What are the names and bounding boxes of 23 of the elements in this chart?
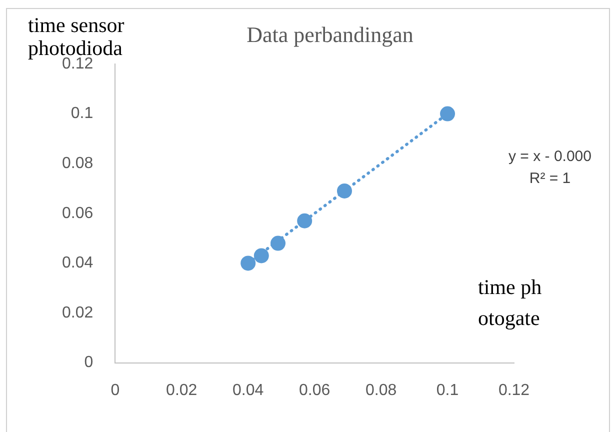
point: [297, 213, 312, 228]
point: [254, 248, 269, 264]
y-tick-label: 0.06: [62, 204, 94, 222]
point: [336, 183, 352, 198]
x-axis-title: time photogate: [478, 274, 543, 332]
x-tick-label: 0.02: [166, 382, 198, 399]
y-tick-label: 0.1: [70, 105, 94, 122]
y-tick-label: 0: [84, 354, 94, 372]
text: R² = 1: [528, 169, 572, 189]
x-tick-label: 0.08: [365, 382, 397, 399]
y-tick-label: 0.02: [62, 304, 94, 322]
annotation: y = x - 0.000: [508, 147, 592, 167]
y-tick-label: 0.04: [62, 254, 94, 272]
point: [440, 106, 456, 122]
x-tick-label: 0: [110, 382, 120, 399]
y-tick-label: 0.08: [62, 155, 94, 172]
chart-title: Data perbandingan: [246, 22, 414, 48]
point: [240, 256, 256, 271]
x-tick-label: 0.04: [232, 382, 264, 399]
x-tick-label: 0.06: [299, 382, 330, 399]
point: [270, 236, 286, 251]
x-tick-label: 0.1: [436, 382, 459, 399]
x-tick-label: 0.12: [498, 382, 530, 399]
